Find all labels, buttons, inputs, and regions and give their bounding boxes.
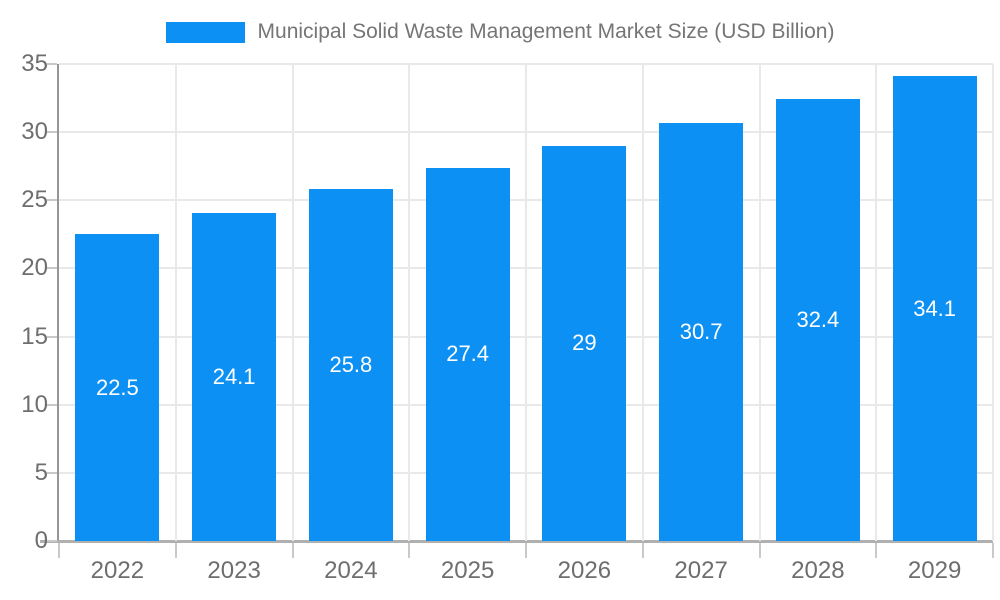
- v-gridline: [291, 64, 294, 541]
- v-gridline: [525, 64, 527, 541]
- y-tick-label: 25: [21, 186, 48, 214]
- x-tick-label: 2022: [90, 557, 145, 584]
- x-axis-tick: [58, 543, 60, 558]
- bar[interactable]: 30.7: [659, 122, 744, 541]
- y-tick-label: 35: [21, 50, 48, 77]
- x-tick-label: 2023: [207, 557, 261, 584]
- x-axis-line: [40, 540, 993, 543]
- y-axis-tick: [47, 471, 57, 474]
- y-tick-label: 10: [21, 390, 48, 418]
- plot-area: 22.5 2022 24.1 2023 25.8 2024 27.4 2025 29 2026 30…: [40, 63, 994, 583]
- x-axis-tick: [758, 543, 761, 558]
- x-tick-label: 2027: [674, 557, 728, 584]
- v-gridline: [875, 64, 878, 541]
- y-axis-tick: [47, 403, 57, 406]
- v-gridline: [641, 64, 644, 541]
- y-axis-tick: [47, 199, 57, 202]
- bar-value-label: 32.4: [796, 307, 840, 333]
- y-axis-tick: [47, 335, 57, 338]
- x-axis-tick: [291, 543, 294, 558]
- bar[interactable]: 32.4: [775, 99, 860, 541]
- bar-value-label: 24.1: [212, 363, 256, 389]
- bar-value-label: 34.1: [913, 295, 957, 321]
- x-axis-tick: [875, 543, 878, 558]
- y-tick-label: 20: [21, 254, 48, 282]
- bar-value-label: 29: [572, 330, 597, 356]
- x-tick-label: 2024: [324, 557, 378, 584]
- chart-legend[interactable]: Municipal Solid Waste Management Market …: [0, 20, 1000, 44]
- y-axis-line: [57, 64, 59, 541]
- chart-title: Municipal Solid Waste Management Market …: [257, 20, 835, 43]
- bar[interactable]: 24.1: [192, 212, 277, 541]
- bar-value-label: 22.5: [95, 374, 139, 400]
- v-gridline: [992, 64, 994, 541]
- bar[interactable]: 25.8: [308, 189, 393, 541]
- x-tick-label: 2028: [791, 557, 845, 584]
- y-axis-tick: [47, 267, 57, 270]
- y-axis-tick: [47, 63, 57, 65]
- v-gridline: [174, 64, 177, 541]
- x-axis-tick: [641, 543, 644, 558]
- x-axis-tick: [992, 543, 994, 558]
- x-axis-tick: [408, 543, 411, 558]
- bar[interactable]: 27.4: [425, 167, 510, 541]
- bar[interactable]: 22.5: [75, 234, 160, 541]
- bar[interactable]: 29: [542, 145, 627, 541]
- y-tick-label: 15: [21, 322, 48, 350]
- y-axis-tick: [47, 131, 57, 134]
- bar-value-label: 30.7: [679, 318, 723, 344]
- bar-value-label: 25.8: [329, 352, 373, 378]
- x-tick-label: 2025: [440, 557, 495, 584]
- v-gridline: [408, 64, 411, 541]
- x-axis-tick: [174, 543, 177, 558]
- legend-swatch-icon: [165, 21, 245, 43]
- y-tick-label: 30: [21, 118, 48, 146]
- x-tick-label: 2026: [557, 557, 612, 584]
- y-axis-tick: [47, 540, 57, 542]
- bar-value-label: 27.4: [446, 341, 490, 367]
- x-axis-tick: [525, 543, 527, 558]
- v-gridline: [758, 64, 761, 541]
- y-tick-label: 5: [34, 458, 48, 486]
- y-tick-label: 0: [34, 527, 48, 554]
- bar[interactable]: 34.1: [892, 76, 977, 541]
- x-tick-label: 2029: [907, 557, 962, 584]
